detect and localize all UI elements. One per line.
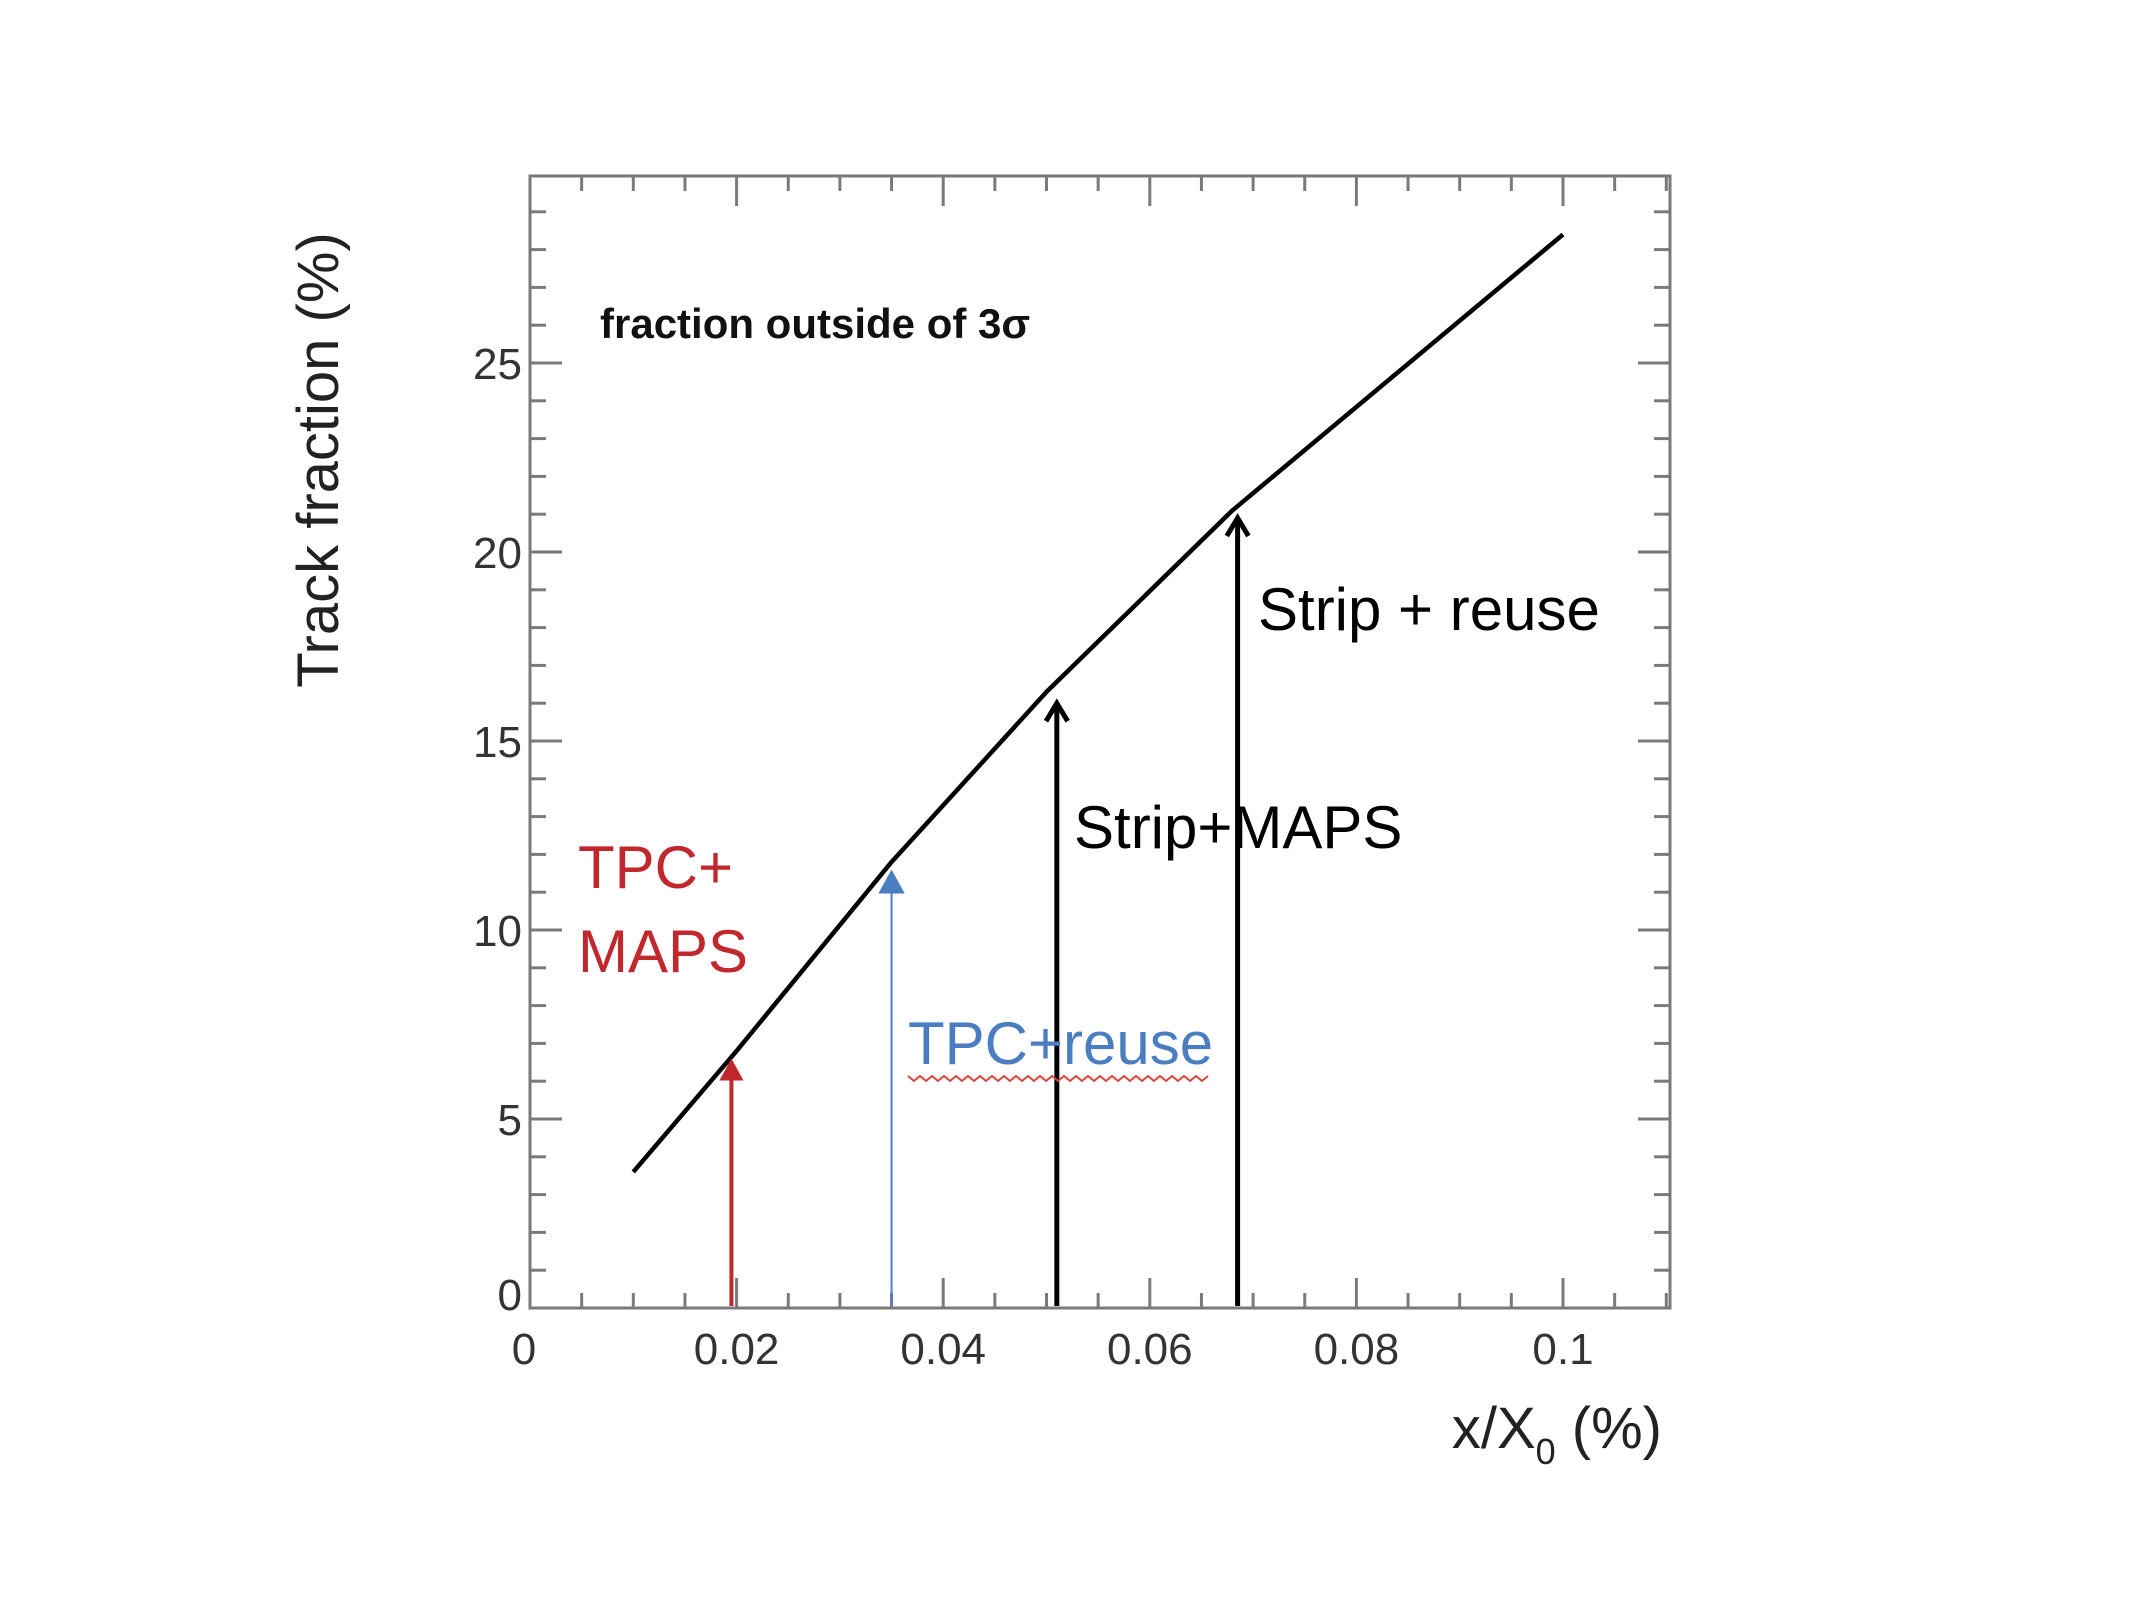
y-tick-label: 5 [498,1096,522,1145]
inner-title: fraction outside of 3σ [600,300,1030,347]
annotation-arrows [719,513,1251,1306]
x-tick-label: 0 [512,1325,536,1374]
x-tick-label: 0.02 [694,1325,780,1374]
plot-frame [528,174,1672,1310]
x-axis-tick-labels: 0 0.02 0.04 0.06 0.08 0.1 [512,1325,1594,1374]
y-axis-tick-labels: 0 5 10 15 20 25 [473,340,522,1320]
x-axis-title-suffix: (%) [1556,1396,1662,1461]
annotation-arrow-head [719,1058,744,1081]
annotation-label-line: TPC+ [578,834,733,901]
annotation-arrow-head [1224,513,1251,538]
spellcheck-underline [907,1074,1209,1083]
annotation-arrow-head [878,869,905,894]
annotation-label-line: Strip + reuse [1258,576,1600,643]
x-tick-label: 0.04 [900,1325,986,1374]
series-layer [631,232,1565,1174]
y-axis-title: Track fraction (%) [286,232,351,687]
x-tick-label: 0.1 [1532,1325,1593,1374]
series-line [631,232,1565,1174]
annotation-label: Strip+MAPS [1074,794,1402,861]
annotation-label-line: Strip+MAPS [1074,794,1402,861]
annotation-label-line: TPC+reuse [908,1010,1213,1077]
annotation-arrow-head [1043,698,1070,723]
x-axis-ticks [528,176,1668,1308]
y-tick-label: 20 [473,529,522,578]
annotation-label: Strip + reuse [1258,576,1600,643]
annotation-label: TPC+reuse [908,1010,1213,1077]
y-tick-label: 0 [498,1271,522,1320]
x-axis-title: x/X0 (%) [1452,1396,1662,1472]
y-tick-label: 10 [473,907,522,956]
x-axis-title-main: x/X [1452,1396,1536,1461]
x-tick-label: 0.08 [1314,1325,1400,1374]
annotation-label: TPC+ MAPS [578,834,748,985]
annotation-labels: TPC+ MAPS TPC+reuse Strip+MAPS Strip + reuse [578,576,1600,1083]
x-axis-title-sub: 0 [1536,1431,1556,1472]
y-tick-label: 25 [473,340,522,389]
y-axis-ticks [530,210,1670,1310]
x-tick-label: 0.06 [1107,1325,1193,1374]
y-tick-label: 15 [473,718,522,767]
annotation-label-line: MAPS [578,918,748,985]
